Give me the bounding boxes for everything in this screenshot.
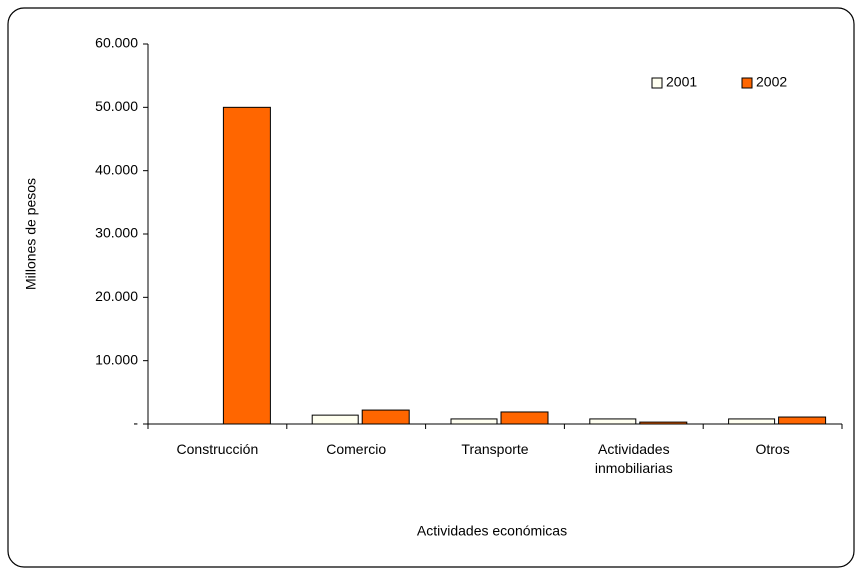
- y-axis-title: Millones de pesos: [23, 178, 39, 290]
- y-tick-label: 30.000: [95, 225, 138, 241]
- bar: [361, 409, 410, 425]
- bar: [450, 418, 498, 425]
- y-tick-label: -: [133, 415, 138, 431]
- legend-swatch: [741, 77, 753, 89]
- x-tick-label: Transporte: [461, 441, 529, 457]
- legend-label: 2001: [666, 74, 697, 90]
- y-tick-label: 60.000: [95, 35, 138, 51]
- legend-swatch: [651, 77, 663, 89]
- y-tick-label: 40.000: [95, 161, 138, 177]
- y-tick-label: 50.000: [95, 98, 138, 114]
- bar: [778, 416, 827, 425]
- x-tick-label: Comercio: [326, 441, 387, 457]
- bar: [311, 414, 359, 425]
- bar: [639, 421, 688, 425]
- legend-label: 2002: [756, 74, 787, 90]
- x-tick-label: Construcción: [176, 441, 259, 457]
- bar: [589, 418, 637, 425]
- bar: [500, 411, 549, 425]
- x-tick-label: Actividades inmobiliarias: [594, 441, 673, 476]
- bar: [728, 418, 776, 425]
- y-tick-label: 20.000: [95, 288, 138, 304]
- y-tick-label: 10.000: [95, 351, 138, 367]
- bar: [222, 106, 271, 425]
- x-axis-title: Actividades económicas: [417, 523, 567, 539]
- chart-border: [7, 7, 855, 568]
- x-tick-label: Otros: [755, 441, 790, 457]
